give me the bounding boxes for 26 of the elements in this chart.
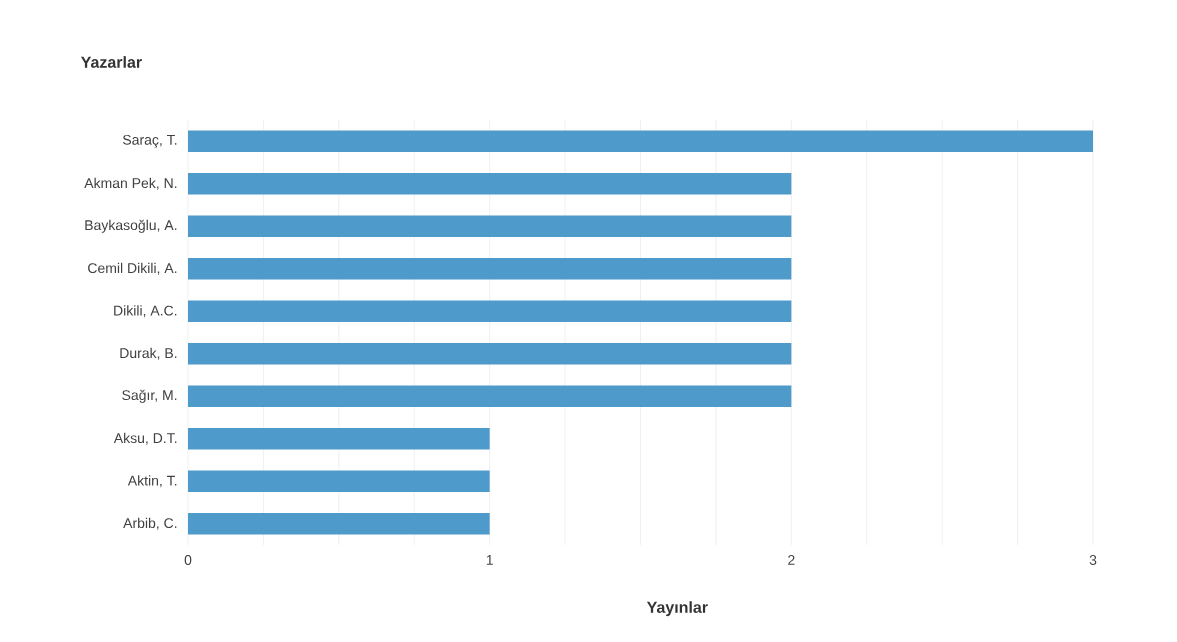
x-tick-label: 3 — [1089, 555, 1097, 565]
y-tick-label: Cemil Dikili, A. — [88, 262, 177, 275]
bar — [188, 470, 490, 492]
x-tick-label: 2 — [788, 555, 795, 565]
y-tick-label: Aktin, T. — [127, 475, 177, 488]
bar — [188, 215, 792, 237]
bar — [188, 428, 490, 450]
y-tick-label: Sağır, M. — [122, 389, 177, 403]
y-tick-label: Arbib, C. — [123, 517, 177, 530]
x-axis-title: Yayınlar — [646, 601, 708, 617]
bar — [188, 258, 792, 280]
y-axis-title: Yazarlar — [80, 56, 142, 68]
y-tick-label: Durak, B. — [120, 347, 177, 360]
y-tick-label: Dikili, A.C. — [114, 305, 177, 318]
y-tick-label: Aksu, D.T. — [113, 432, 177, 445]
bar — [188, 385, 792, 407]
bar — [188, 343, 792, 365]
y-tick-label: Akman Pek, N. — [84, 177, 177, 190]
bar — [188, 130, 1094, 152]
bar — [188, 513, 490, 535]
bar — [188, 300, 792, 322]
x-tick-label: 0 — [184, 555, 192, 565]
y-tick-label: Baykasoğlu, A. — [85, 219, 177, 233]
x-tick-label: 1 — [486, 555, 493, 565]
y-tick-label: Saraç, T. — [122, 134, 177, 148]
bar — [188, 173, 792, 195]
